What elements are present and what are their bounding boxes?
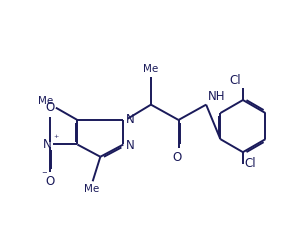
Text: NH: NH — [208, 90, 225, 103]
Text: Me: Me — [83, 184, 99, 194]
Text: O: O — [45, 101, 55, 114]
Text: Cl: Cl — [229, 74, 241, 87]
Text: O: O — [46, 175, 55, 188]
Text: N: N — [125, 139, 134, 152]
Text: Cl: Cl — [245, 157, 256, 170]
Text: N: N — [43, 138, 52, 151]
Text: $^{+}$: $^{+}$ — [53, 133, 60, 142]
Text: Me: Me — [143, 64, 159, 74]
Text: Me: Me — [38, 95, 53, 105]
Text: O: O — [172, 151, 182, 164]
Text: $^{-}$: $^{-}$ — [41, 170, 48, 180]
Text: N: N — [125, 113, 134, 126]
